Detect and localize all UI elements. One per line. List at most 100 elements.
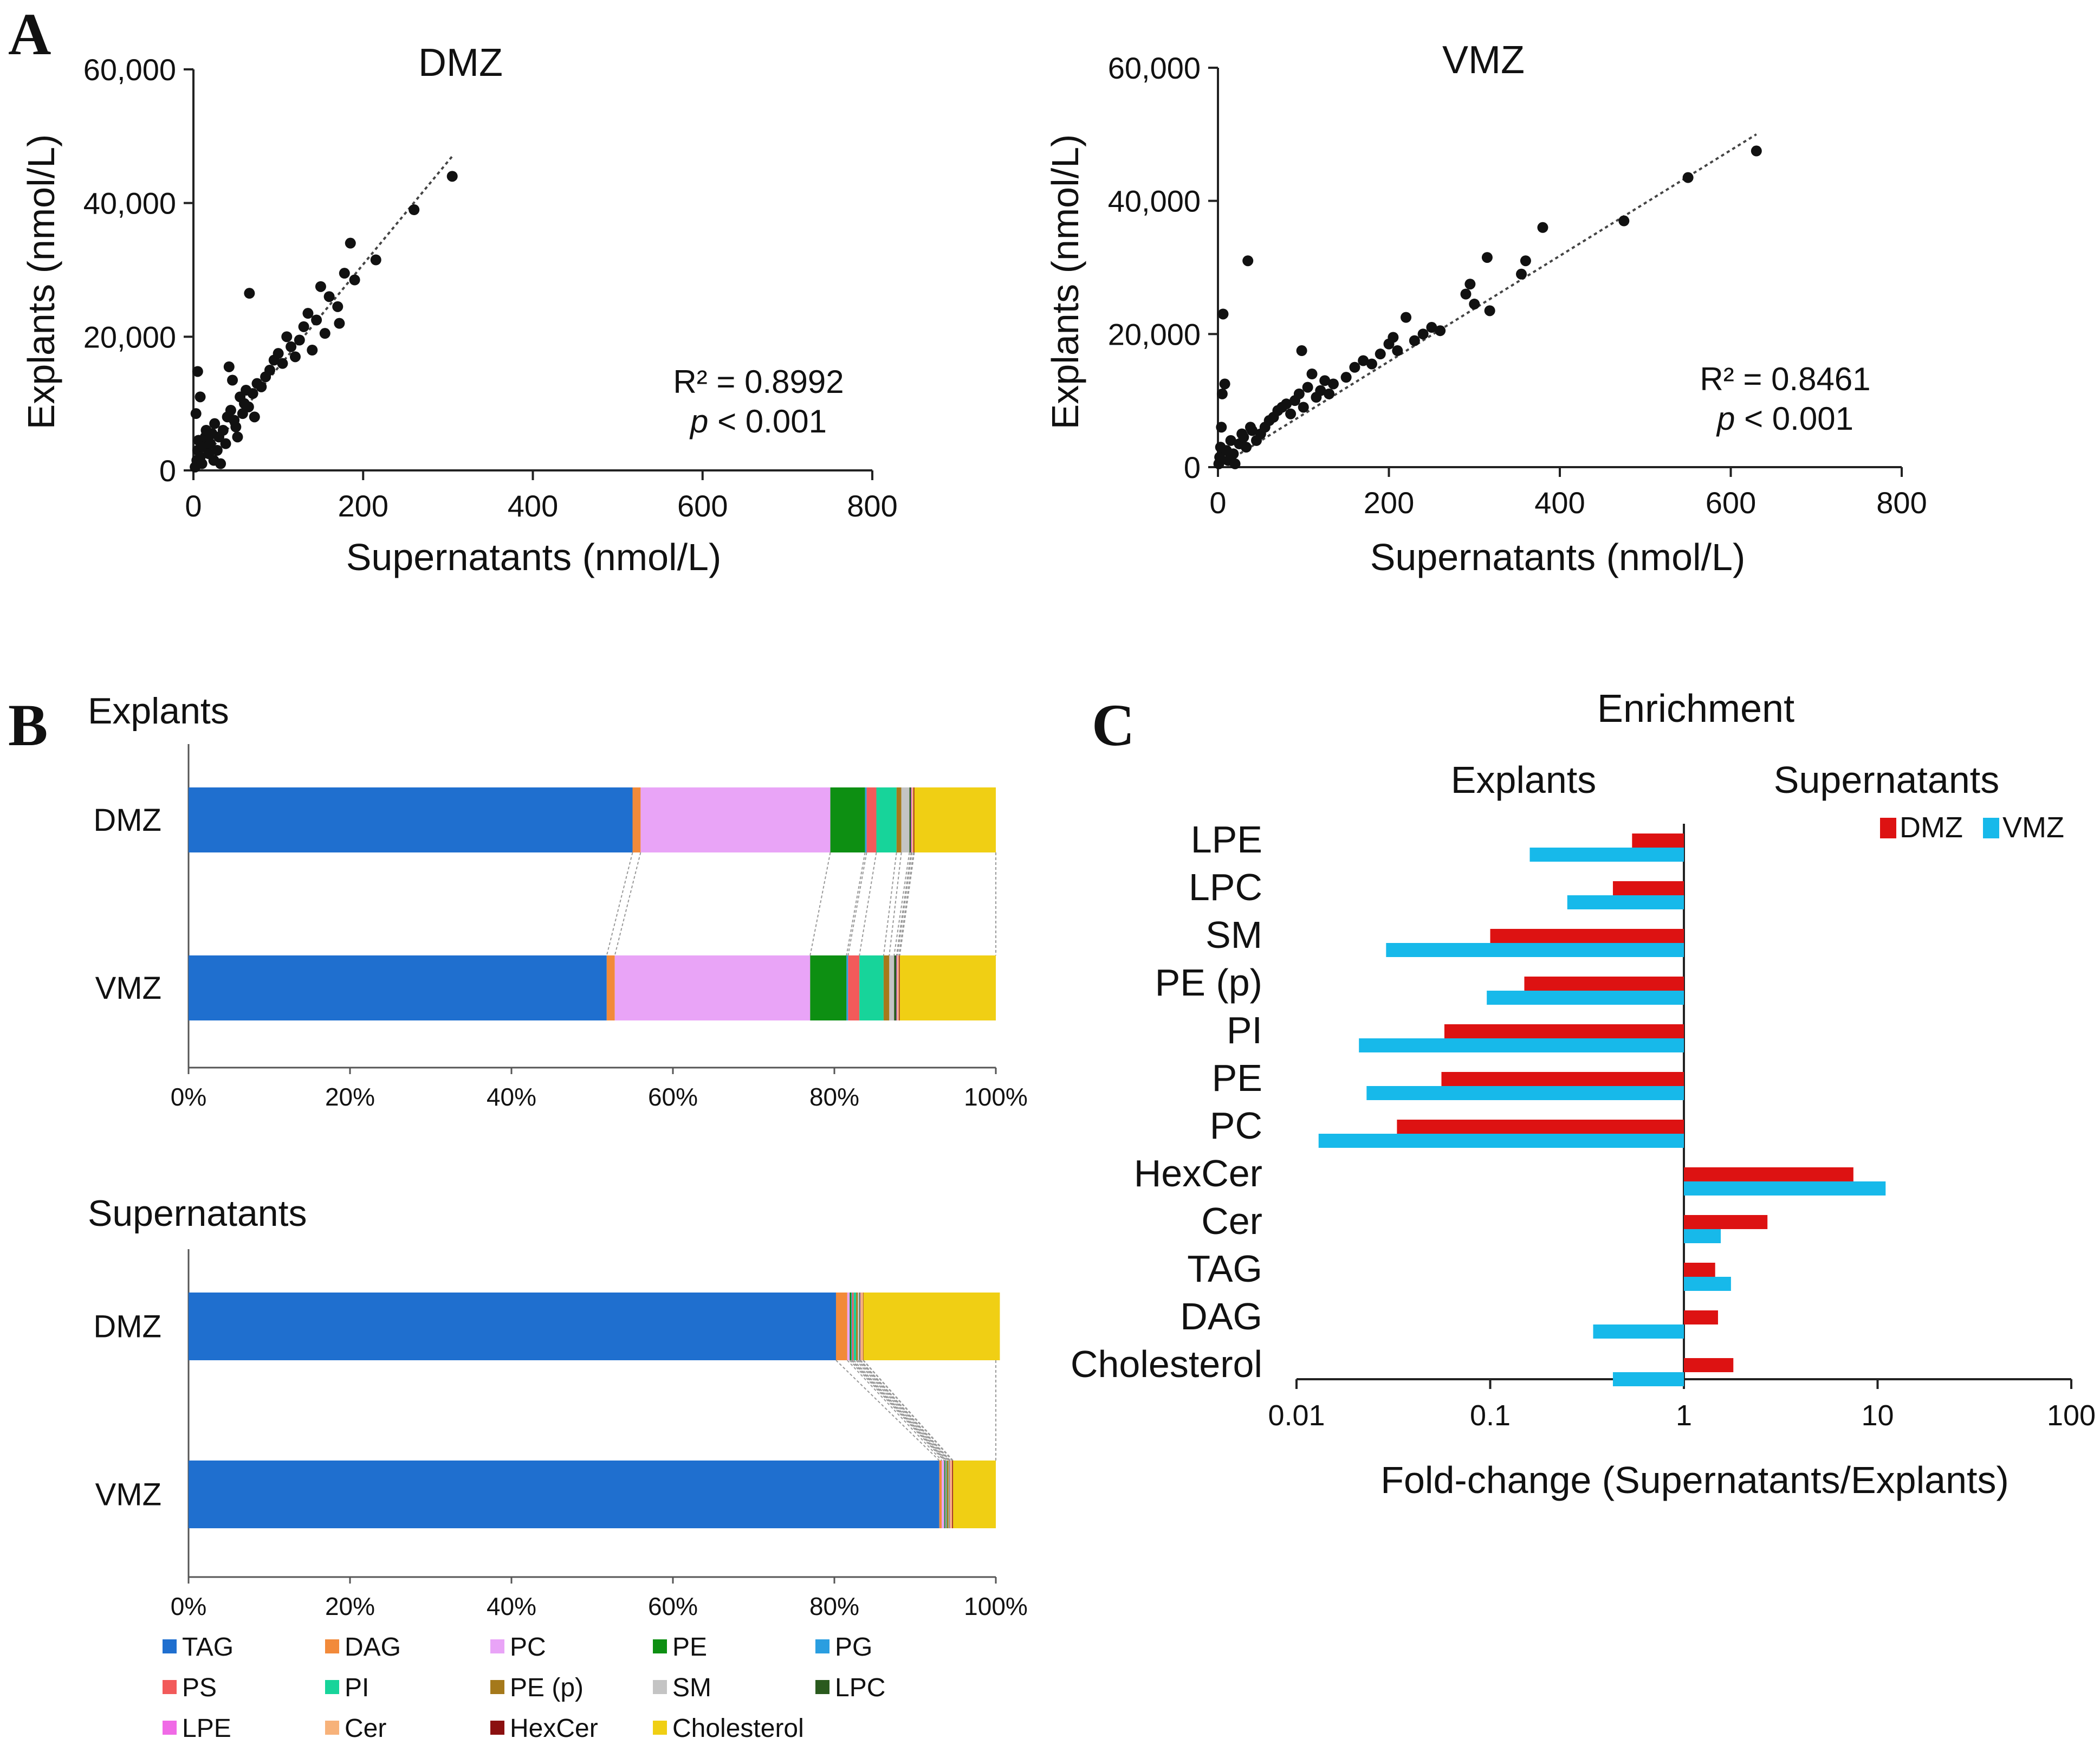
enrichment-bar-dmz: [1490, 929, 1684, 943]
enrichment-legend-dmz-swatch: [1880, 818, 1896, 838]
explants-segment-cer: [897, 955, 899, 1020]
explants-connector: [896, 852, 912, 956]
enrichment-category-label: PE (p): [1155, 961, 1262, 1004]
enrichment-category-label: HexCer: [1134, 1152, 1262, 1194]
legend-swatch-pi: [325, 1680, 339, 1694]
vmz-point: [1238, 431, 1249, 443]
supernatants-connector: [860, 1360, 951, 1461]
dmz-point: [409, 204, 420, 215]
explants-x-tick-label: 0%: [171, 1083, 206, 1111]
explants-segment-pe: [810, 955, 847, 1020]
dmz-point: [349, 274, 360, 286]
legend-label: PS: [182, 1673, 217, 1702]
dmz-y-tick-label: 20,000: [83, 320, 176, 354]
vmz-point: [1388, 332, 1399, 343]
explants-segment-pi: [876, 787, 897, 852]
supernatants-connector: [857, 1360, 949, 1461]
enrichment-bar-dmz: [1524, 977, 1684, 991]
supernatants-segment-hexcer: [863, 1293, 864, 1360]
legend-label: DAG: [345, 1633, 401, 1662]
dmz-point: [196, 458, 208, 469]
dmz-point: [281, 331, 293, 343]
enrichment-category-label: LPE: [1191, 818, 1262, 861]
enrichment-bar-dmz: [1612, 881, 1684, 895]
supernatants-connector: [847, 1360, 942, 1461]
legend-swatch-sm: [653, 1680, 667, 1694]
supernatants-segment-pi: [853, 1293, 857, 1360]
lipid-class-legend: TAG DAG PC PE PG PS PI PE (p) SM LPC LPE Cer HexCer C…: [163, 1633, 885, 1743]
dmz-point: [286, 341, 297, 352]
legend-label: PI: [345, 1673, 369, 1702]
scatter-dmz-ylabel: Explants (nmol/L): [20, 134, 62, 430]
dmz-x-tick-label: 200: [338, 489, 388, 523]
supernatants-segment-tag: [189, 1461, 939, 1528]
scatter-vmz-ylabel: Explants (nmol/L): [1044, 134, 1086, 430]
vmz-point: [1520, 255, 1531, 267]
vmz-point: [1435, 325, 1446, 337]
vmz-x-tick-label: 0: [1209, 486, 1226, 520]
vmz-point: [1293, 388, 1305, 399]
dmz-point: [264, 365, 275, 376]
supernatants-x-tick-label: 60%: [648, 1592, 698, 1620]
dmz-point: [302, 308, 314, 319]
vmz-point: [1618, 215, 1630, 227]
vmz-point: [1327, 378, 1339, 390]
legend-swatch-pc: [490, 1639, 504, 1653]
supernatants-segment-cer: [950, 1461, 952, 1528]
legend-swatch-pep: [490, 1680, 504, 1694]
vmz-point: [1516, 268, 1527, 280]
vmz-point: [1296, 345, 1307, 357]
explants-x-tick-label: 20%: [325, 1083, 375, 1111]
legend-label: Cer: [345, 1714, 386, 1743]
vmz-point: [1349, 361, 1360, 373]
supernatants-segment-pg: [851, 1293, 852, 1360]
explants-segment-pep: [883, 955, 890, 1020]
supernatants-segment-pep: [947, 1461, 949, 1528]
dmz-point: [215, 458, 226, 469]
dmz-point: [256, 381, 267, 392]
enrichment-bar-vmz: [1529, 848, 1684, 862]
supernatants-segment-pc: [847, 1293, 850, 1360]
vmz-point: [1228, 448, 1239, 460]
enrichment-category-label: TAG: [1187, 1248, 1262, 1290]
enrichment-category-label: PI: [1227, 1009, 1262, 1051]
explants-connector: [809, 852, 831, 956]
enrichment-chart: Enrichment Explants Supernatants Fold-ch…: [1071, 687, 2096, 1501]
explants-x-tick-label: 80%: [809, 1083, 859, 1111]
supernatants-segment-hexcer: [952, 1461, 954, 1528]
dmz-point: [289, 351, 301, 363]
enrichment-bar-vmz: [1684, 1181, 1886, 1196]
legend-label: PG: [835, 1633, 872, 1662]
legend-swatch-hexcer: [490, 1721, 504, 1735]
p-italic: p: [1716, 400, 1735, 437]
enrichment-category-label: PE: [1212, 1057, 1262, 1099]
supernatants-segment-sm: [858, 1293, 860, 1360]
supernatants-segment-cer: [860, 1293, 863, 1360]
supernatants-segment-lpe: [860, 1293, 861, 1360]
dmz-point: [211, 445, 223, 456]
explants-segment-pg: [846, 955, 848, 1020]
dmz-x-tick-label: 600: [677, 489, 728, 523]
legend-swatch-lpc: [815, 1680, 829, 1694]
vmz-point: [1229, 458, 1241, 469]
vmz-point: [1409, 335, 1420, 346]
explants-segment-cholesterol: [899, 955, 996, 1020]
dmz-point: [319, 328, 330, 339]
dmz-x-tick-label: 400: [508, 489, 558, 523]
dmz-point: [247, 388, 258, 399]
vmz-point: [1375, 348, 1386, 360]
enrichment-category-label: PC: [1210, 1104, 1262, 1147]
explants-segment-ps: [848, 955, 860, 1020]
vmz-point: [1298, 402, 1309, 413]
panel-letter-a: A: [8, 1, 51, 67]
vmz-point: [1285, 408, 1297, 419]
stacked-bar-supernatants: Supernatants 0% 20% 40% 60% 80% 100% DMZ VMZ: [88, 1193, 1028, 1620]
dmz-point: [339, 268, 350, 279]
dmz-y-tick-label: 60,000: [83, 53, 176, 87]
dmz-point: [192, 366, 203, 377]
enrichment-x-tick-label: 0.1: [1470, 1399, 1511, 1432]
legend-swatch-tag: [163, 1639, 177, 1653]
vmz-point: [1225, 435, 1236, 446]
dmz-point: [195, 391, 206, 403]
vmz-point: [1214, 451, 1226, 463]
